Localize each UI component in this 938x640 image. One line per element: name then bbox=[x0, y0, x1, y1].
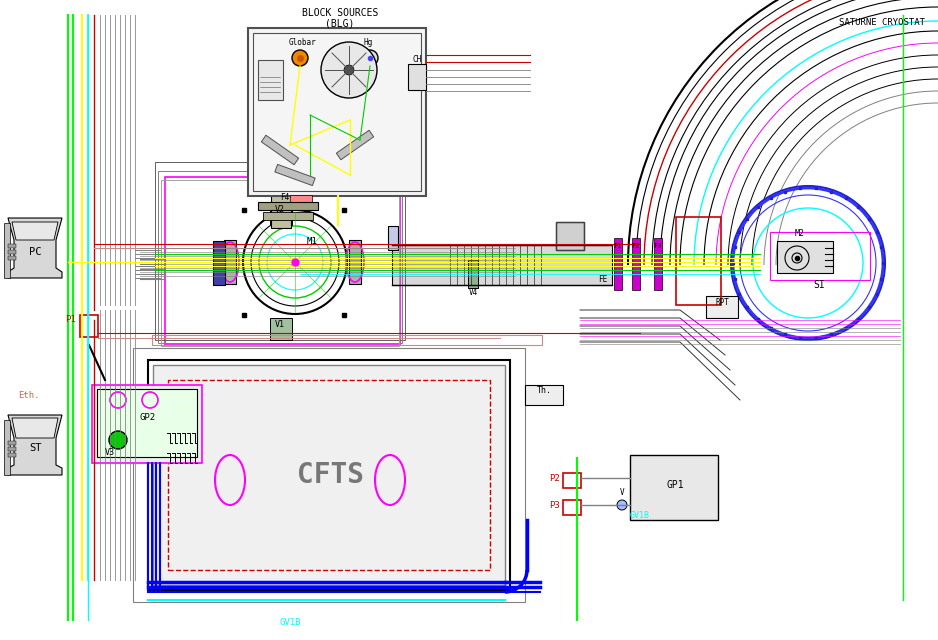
Text: Eth.: Eth. bbox=[18, 391, 39, 400]
Bar bbox=[158, 171, 402, 343]
Text: V3: V3 bbox=[105, 448, 115, 457]
Polygon shape bbox=[262, 135, 298, 164]
Bar bbox=[556, 222, 584, 250]
Text: ST: ST bbox=[29, 443, 41, 453]
Bar bbox=[155, 162, 405, 340]
Text: V2: V2 bbox=[275, 205, 285, 214]
Bar bbox=[270, 318, 292, 340]
Text: SI: SI bbox=[813, 280, 825, 290]
Bar bbox=[213, 241, 225, 285]
Bar bbox=[630, 455, 718, 520]
Bar bbox=[290, 195, 312, 203]
Bar bbox=[468, 260, 478, 288]
Text: FE: FE bbox=[598, 275, 607, 284]
Text: F4: F4 bbox=[280, 193, 289, 202]
Bar bbox=[271, 193, 291, 228]
Bar bbox=[392, 245, 612, 285]
Text: F2: F2 bbox=[632, 243, 641, 249]
Bar bbox=[525, 385, 563, 405]
Bar bbox=[563, 473, 581, 488]
Bar bbox=[349, 240, 361, 284]
Bar bbox=[258, 202, 318, 210]
Text: Globar: Globar bbox=[288, 38, 316, 47]
Circle shape bbox=[617, 500, 627, 510]
Text: GP1: GP1 bbox=[666, 480, 684, 490]
Bar bbox=[8, 244, 16, 248]
Bar bbox=[80, 315, 98, 337]
Text: GP2: GP2 bbox=[140, 413, 156, 422]
Bar bbox=[153, 365, 505, 585]
Bar bbox=[253, 33, 421, 191]
Text: P2: P2 bbox=[550, 474, 560, 483]
Bar bbox=[161, 180, 399, 346]
Bar bbox=[654, 238, 662, 290]
Bar bbox=[8, 453, 16, 457]
Circle shape bbox=[344, 65, 354, 75]
Polygon shape bbox=[337, 131, 373, 160]
Text: BLOCK SOURCES: BLOCK SOURCES bbox=[302, 8, 378, 18]
Polygon shape bbox=[12, 418, 58, 438]
Bar bbox=[224, 240, 236, 284]
Bar bbox=[248, 28, 426, 196]
Text: F1: F1 bbox=[613, 243, 622, 249]
Text: V: V bbox=[620, 488, 625, 497]
Circle shape bbox=[321, 42, 377, 98]
Bar bbox=[614, 238, 622, 290]
Bar bbox=[270, 203, 292, 225]
Circle shape bbox=[109, 431, 127, 449]
Bar bbox=[263, 212, 313, 220]
Text: SATURNE CRYOSTAT: SATURNE CRYOSTAT bbox=[839, 18, 925, 27]
Bar bbox=[632, 238, 640, 290]
Bar bbox=[563, 500, 581, 515]
Bar bbox=[676, 217, 721, 305]
Bar bbox=[556, 222, 584, 250]
Text: P3: P3 bbox=[550, 501, 560, 510]
Bar bbox=[770, 232, 870, 280]
Bar bbox=[8, 256, 16, 260]
Bar bbox=[92, 385, 202, 463]
Text: GV1B: GV1B bbox=[280, 618, 301, 627]
Polygon shape bbox=[8, 415, 62, 475]
Text: PC: PC bbox=[29, 247, 41, 257]
Polygon shape bbox=[275, 164, 315, 186]
Bar bbox=[148, 360, 510, 590]
Text: RPT: RPT bbox=[715, 298, 729, 307]
Text: P1: P1 bbox=[65, 315, 75, 324]
Bar bbox=[706, 296, 738, 318]
Bar bbox=[133, 348, 525, 602]
Bar bbox=[4, 223, 10, 278]
Polygon shape bbox=[12, 222, 58, 240]
Circle shape bbox=[292, 50, 308, 66]
Bar bbox=[388, 226, 398, 250]
Bar bbox=[8, 250, 16, 254]
Text: CFTS: CFTS bbox=[296, 461, 364, 489]
Polygon shape bbox=[8, 218, 62, 278]
Bar bbox=[408, 64, 426, 90]
Text: M2: M2 bbox=[795, 229, 805, 238]
Text: Hg: Hg bbox=[363, 38, 372, 47]
Text: M1: M1 bbox=[307, 237, 318, 246]
Bar bbox=[165, 177, 400, 345]
Bar bbox=[168, 380, 490, 570]
Text: (BLG): (BLG) bbox=[325, 18, 355, 28]
Text: F3: F3 bbox=[654, 243, 662, 249]
Text: V1: V1 bbox=[275, 320, 285, 329]
Bar bbox=[8, 441, 16, 445]
Text: V4: V4 bbox=[468, 288, 477, 297]
Bar bbox=[777, 241, 833, 273]
Circle shape bbox=[362, 50, 378, 66]
Bar bbox=[258, 60, 283, 100]
Bar bbox=[8, 447, 16, 451]
Text: Th.: Th. bbox=[537, 386, 552, 395]
Text: CH: CH bbox=[413, 55, 421, 64]
Bar bbox=[4, 420, 10, 475]
Bar bbox=[152, 335, 542, 345]
Bar bbox=[97, 389, 197, 457]
Text: GV1B: GV1B bbox=[630, 511, 650, 520]
